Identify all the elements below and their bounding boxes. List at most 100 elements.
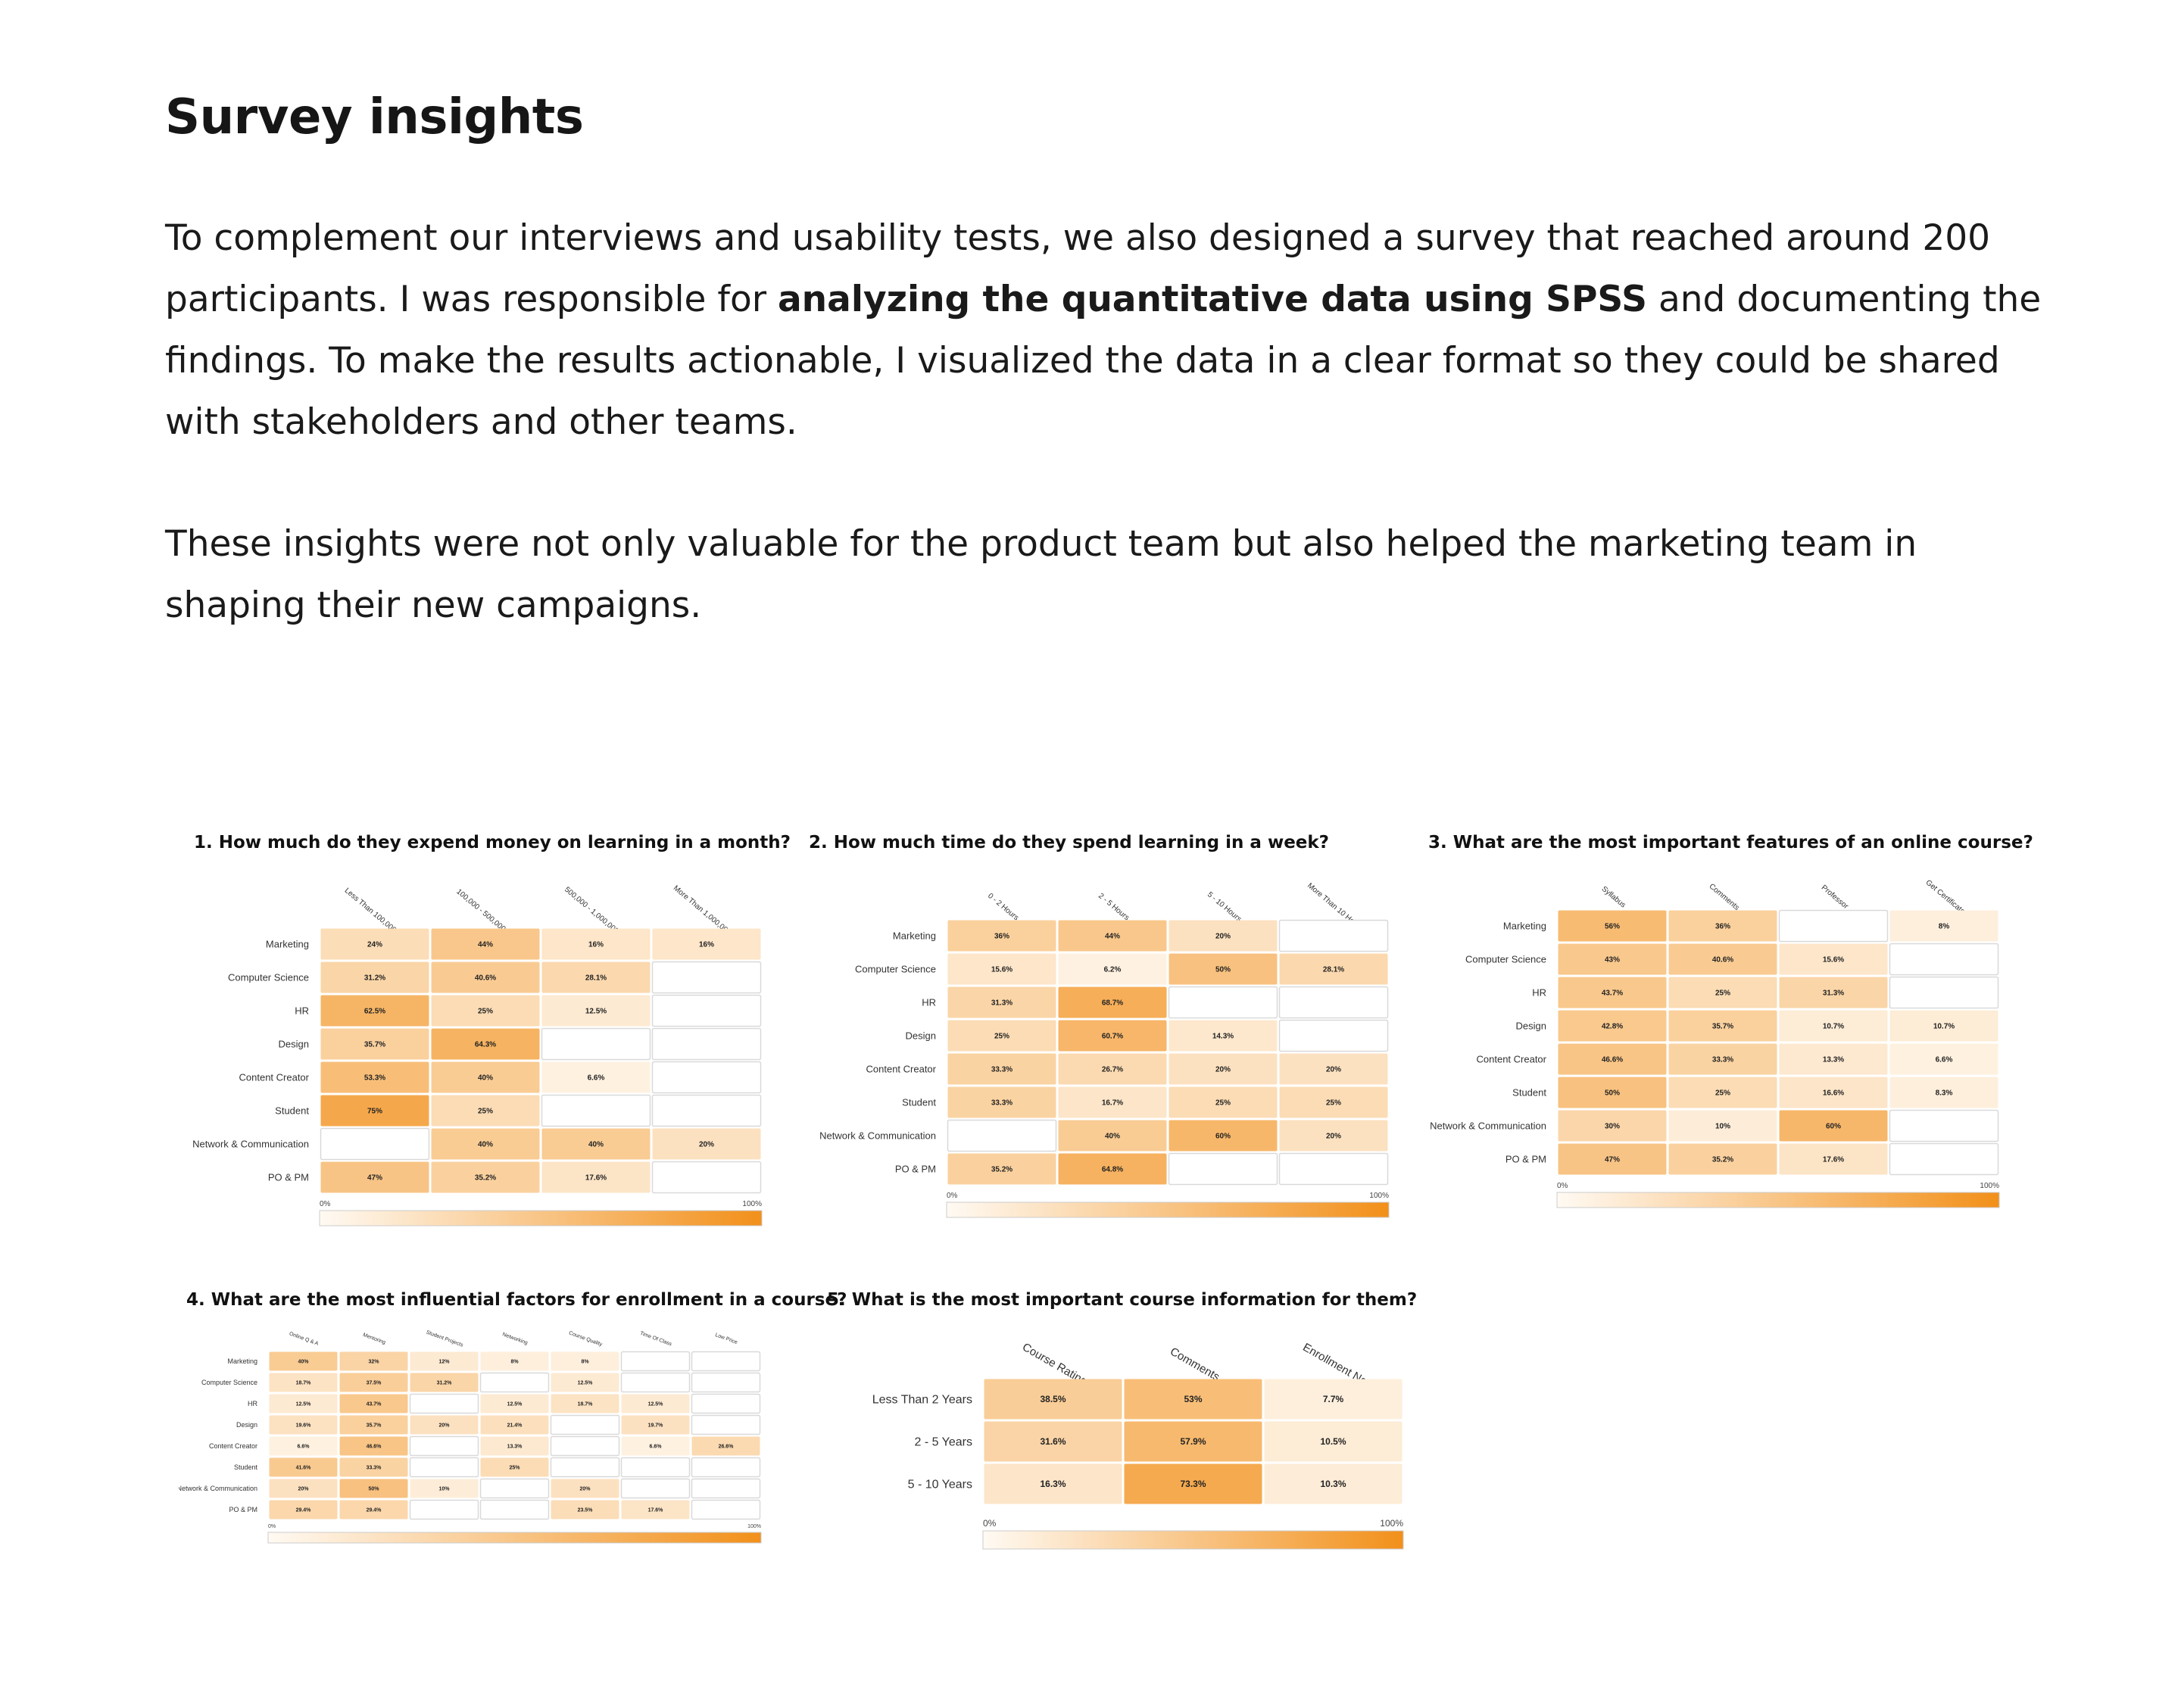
cell-value-label: 16%: [699, 941, 714, 949]
scale-min-label: 0%: [983, 1518, 997, 1529]
heatmap-cell: [431, 1095, 540, 1127]
heatmap-cell: [1264, 1463, 1403, 1504]
cell-value-label: 25%: [1326, 1099, 1341, 1108]
chart-title: 1. How much do they expend money on lear…: [194, 833, 791, 852]
row-label: Network & Communication: [179, 1485, 257, 1492]
column-header-label: Time Of Class: [639, 1331, 672, 1348]
heatmap-cell: [269, 1394, 338, 1413]
column-header-label: Low Price: [714, 1332, 738, 1345]
heatmap-cell: [984, 1421, 1122, 1462]
heatmap-cell: [269, 1457, 338, 1477]
cell-value-label: 16%: [588, 941, 604, 949]
row-label: Network & Communication: [1430, 1120, 1546, 1132]
heatmap-cell: [1058, 1020, 1167, 1052]
cell-value-label: 6.6%: [650, 1444, 663, 1449]
row-label: Marketing: [227, 1357, 257, 1365]
heatmap-cell-empty: [1889, 943, 1999, 976]
heatmap-cell: [320, 1095, 429, 1127]
cell-value-label: 25%: [1715, 990, 1730, 998]
heatmap-cell-empty: [409, 1499, 479, 1520]
heatmap-cell: [1558, 1043, 1667, 1075]
heatmap-cell: [652, 928, 761, 960]
cell-value-label: 17.6%: [1823, 1156, 1844, 1164]
intro-text-start: To complement our interviews and usabili…: [165, 217, 1991, 320]
heatmap-cell: [1558, 977, 1667, 1008]
color-scale-bar: [946, 1202, 1390, 1218]
heatmap-cell: [947, 1020, 1056, 1052]
cell-value-label: 46.6%: [367, 1444, 382, 1449]
heatmap-cell-empty: [691, 1478, 761, 1499]
heatmap-cell: [621, 1415, 690, 1435]
cell-value-label: 31.3%: [1823, 990, 1844, 998]
heatmap-cell-empty: [1168, 1152, 1278, 1186]
column-header-label: Syllabus: [1600, 885, 1627, 910]
cell-value-label: 18.7%: [578, 1401, 594, 1407]
cell-value-label: 6.2%: [1104, 966, 1122, 974]
row-label: Design: [906, 1030, 936, 1042]
heatmap-cell-empty: [651, 1094, 762, 1127]
heatmap-cell: [320, 1028, 429, 1060]
heatmap-cell-empty: [620, 1457, 691, 1478]
row-label: 2 - 5 Years: [915, 1436, 973, 1449]
cell-value-label: 20%: [1215, 933, 1231, 941]
heatmap-cell-empty: [409, 1435, 479, 1457]
scale-min-label: 0%: [320, 1200, 331, 1208]
cell-value-label: 13.3%: [1823, 1056, 1844, 1064]
cell-value-label: 16.6%: [1823, 1089, 1844, 1098]
heatmap-cell: [1058, 920, 1167, 952]
heatmap-cell: [1058, 986, 1167, 1018]
cell-value-label: 35.2%: [991, 1166, 1012, 1174]
heatmap-cell: [339, 1415, 408, 1435]
cell-value-label: 10.5%: [1320, 1436, 1346, 1447]
cell-value-label: 40.6%: [475, 974, 496, 983]
scale-max-label: 100%: [1369, 1192, 1389, 1200]
column-header-label: Comments: [1708, 882, 1741, 912]
heatmap-cell-empty: [651, 1161, 762, 1194]
row-label: Design: [279, 1039, 309, 1050]
page-title: Survey insights: [165, 89, 584, 145]
heatmap-cell: [1779, 1010, 1888, 1042]
cell-value-label: 26.6%: [719, 1444, 735, 1449]
heatmap-cell: [320, 1161, 429, 1193]
scale-min-label: 0%: [1557, 1182, 1568, 1190]
cell-value-label: 20%: [579, 1486, 591, 1491]
heatmap-cell: [1558, 943, 1667, 975]
cell-value-label: 12.5%: [578, 1380, 594, 1385]
cell-value-label: 20%: [438, 1423, 450, 1428]
cell-value-label: 35.7%: [367, 1423, 382, 1428]
cell-value-label: 40%: [588, 1141, 604, 1149]
heatmap-cell: [1279, 1053, 1388, 1085]
cell-value-label: 25%: [478, 1108, 493, 1116]
heatmap-cell: [320, 995, 429, 1027]
column-header-label: Professor: [1820, 884, 1850, 911]
heatmap-cell: [431, 1028, 540, 1060]
cell-value-label: 32%: [368, 1359, 379, 1364]
heatmap-cell-empty: [1278, 919, 1389, 952]
heatmap-cell: [1264, 1379, 1403, 1420]
cell-value-label: 25%: [478, 1008, 493, 1016]
cell-value-label: 42.8%: [1602, 1023, 1623, 1031]
heatmap-cell: [1058, 1086, 1167, 1118]
row-label: Marketing: [266, 939, 309, 950]
heatmap-cell: [339, 1479, 408, 1498]
cell-value-label: 41.6%: [296, 1465, 312, 1470]
cell-value-label: 35.7%: [364, 1041, 385, 1049]
heatmap-cell: [1668, 1110, 1777, 1142]
heatmap-cell-empty: [1168, 986, 1278, 1019]
heatmap-cell-empty: [691, 1499, 761, 1520]
heatmap-cell-empty: [541, 1094, 651, 1127]
cell-value-label: 17.6%: [585, 1174, 607, 1183]
cell-value-label: 43.7%: [367, 1401, 382, 1407]
heatmap-cell: [1558, 1143, 1667, 1175]
heatmap-cell: [1169, 953, 1278, 985]
heatmap-cell-empty: [691, 1457, 761, 1478]
row-label: Student: [1512, 1087, 1546, 1099]
heatmap-cell: [1779, 1043, 1888, 1075]
heatmap-cell: [1279, 1086, 1388, 1118]
heatmap-cell: [410, 1373, 479, 1392]
row-label: Design: [1516, 1021, 1546, 1032]
row-label: 5 - 10 Years: [908, 1479, 972, 1491]
cell-value-label: 12.5%: [296, 1401, 312, 1407]
scale-max-label: 100%: [1980, 1182, 1999, 1190]
heatmap-cell: [621, 1500, 690, 1519]
